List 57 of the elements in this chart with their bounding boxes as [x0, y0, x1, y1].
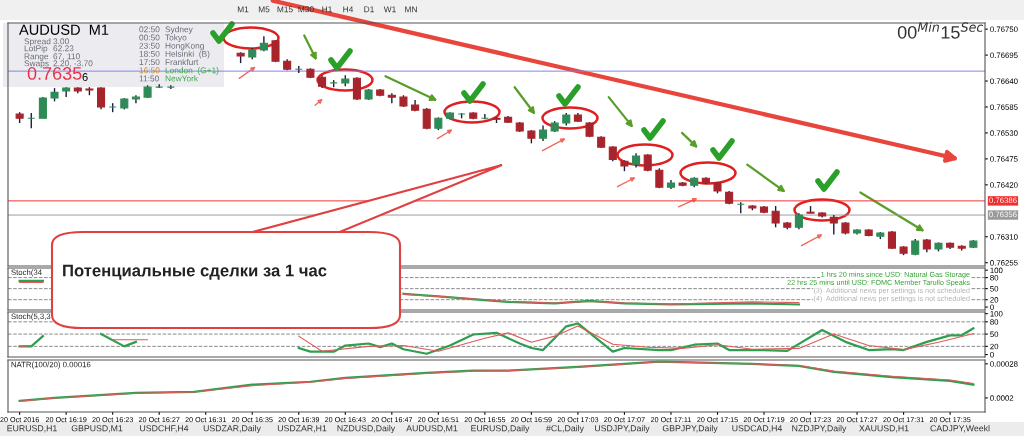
- text: NZDUSD,Daily: [337, 424, 396, 434]
- text: H1: [322, 6, 332, 13]
- candlestick: [38, 96, 47, 120]
- annotation: Swaps: [24, 60, 49, 68]
- annotation: LotPip: [24, 45, 48, 53]
- text: M5: [258, 6, 270, 13]
- annotation: Sydney: [165, 26, 193, 34]
- annotation: AUDUSD M1: [19, 24, 109, 35]
- text: CADJPY,Weekl: [930, 424, 990, 433]
- text: USDZAR,H1: [277, 425, 327, 433]
- annotation: Helsinki (B): [165, 50, 210, 59]
- annotation: 3.00: [53, 38, 69, 45]
- annotation: 2.20, -3.70: [53, 60, 93, 68]
- annotation: London (G+1): [165, 67, 219, 75]
- candlestick: [97, 86, 106, 111]
- text: M30: [298, 6, 314, 13]
- annotation: 18:50: [139, 50, 160, 57]
- text: MN: [405, 6, 417, 13]
- annotation: Потенциальные сделки за 1 час: [63, 264, 327, 280]
- annotation: Tokyo: [165, 34, 187, 43]
- text: M1: [237, 6, 249, 13]
- text: #CL,Daily: [546, 424, 584, 434]
- annotation: 00:50: [139, 34, 160, 41]
- annotation: HongKong: [165, 42, 204, 51]
- annotation: Frankfurt: [165, 58, 199, 66]
- text: D1: [364, 6, 374, 13]
- annotation: Spread: [24, 38, 51, 46]
- text: USDCHF,H4: [140, 425, 189, 433]
- annotation: 23:50: [139, 42, 160, 49]
- text: NZDJPY,Daily: [792, 424, 847, 434]
- text: EURUSD,H1: [7, 425, 57, 433]
- text: USDJPY,Daily: [595, 424, 650, 434]
- annotation: 16:50: [139, 67, 160, 74]
- candlestick: [771, 205, 780, 229]
- text: H4: [343, 6, 354, 13]
- annotation: 17:50: [139, 59, 160, 66]
- text: USDCAD,H4: [732, 425, 783, 433]
- annotation: 67, 110: [53, 53, 80, 61]
- annotation: Range: [24, 53, 49, 61]
- annotation: 00$^{Min}$15$^{Sec}$: [897, 22, 984, 39]
- annotation: NewYork: [165, 75, 199, 82]
- candlestick: [387, 92, 396, 104]
- text: W1: [383, 6, 396, 13]
- annotation: 11:50: [139, 75, 159, 82]
- annotation: 62.23: [53, 45, 74, 52]
- candlestick: [829, 214, 838, 236]
- annotation: 0.7635: [27, 67, 82, 80]
- annotation: 6: [82, 73, 88, 81]
- text: EURUSD,Daily: [471, 424, 530, 434]
- text: GBPJPY,Daily: [662, 424, 718, 434]
- candlestick: [352, 76, 361, 101]
- annotation: 02:50: [139, 26, 160, 33]
- text: XAUUSD,H1: [859, 425, 909, 433]
- text: USDZAR,Daily: [203, 424, 261, 434]
- text: GBPUSD,M1: [71, 425, 123, 433]
- text: M15: [277, 6, 293, 13]
- text: AUDUSD,M1: [406, 425, 458, 433]
